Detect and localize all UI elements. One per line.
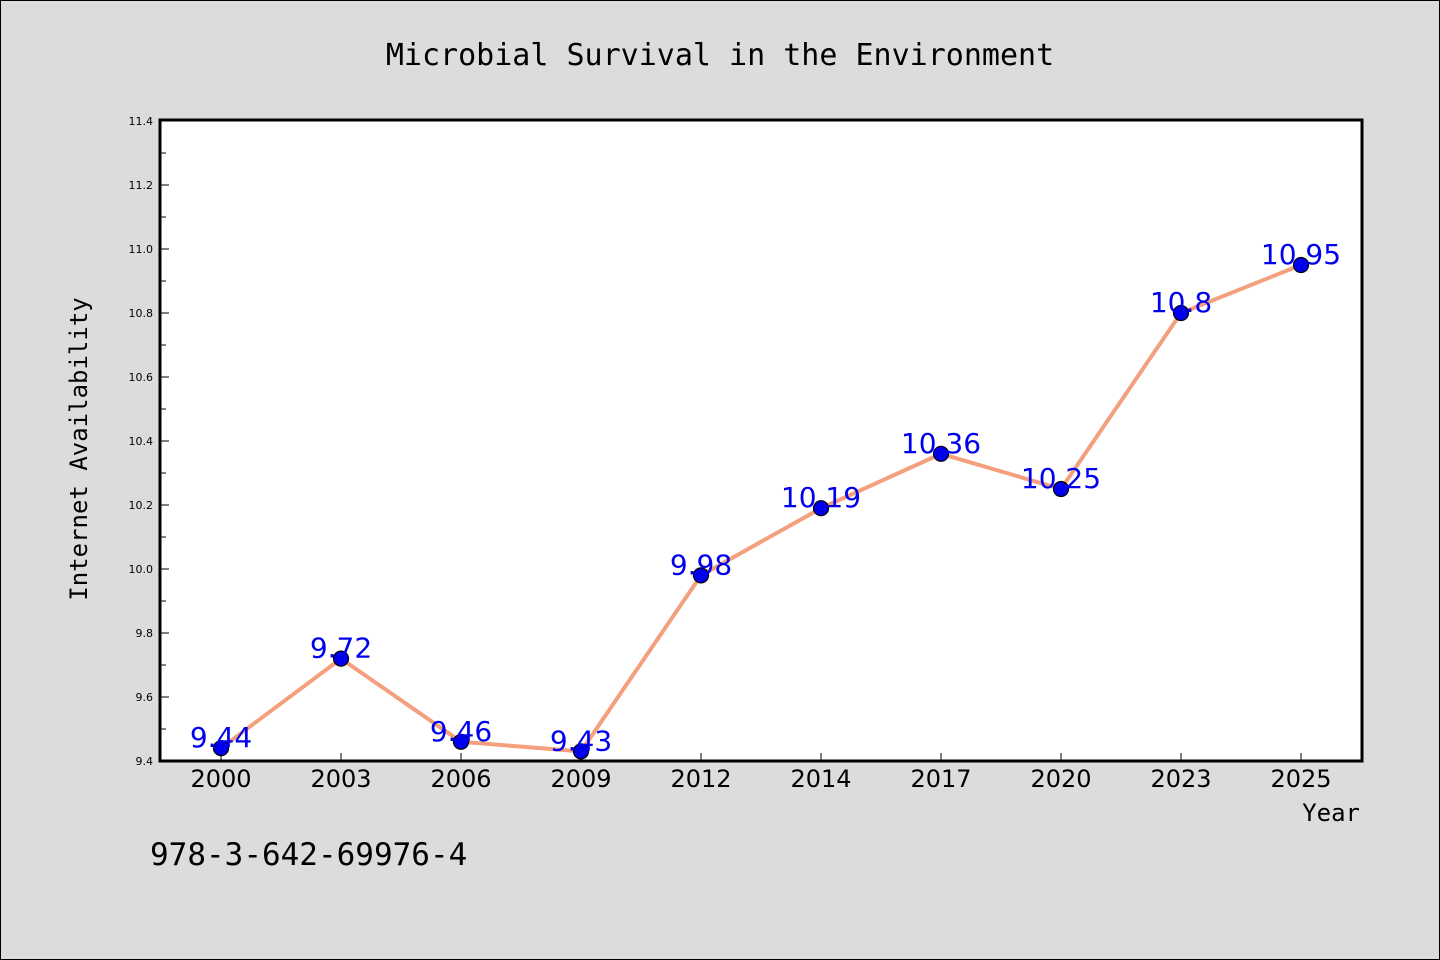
x-tick-label: 2017	[910, 765, 971, 793]
data-value-label: 10.95	[1261, 238, 1341, 271]
data-point-marker	[1172, 304, 1190, 322]
data-point-marker	[332, 650, 350, 667]
y-tick-label: 9.8	[136, 627, 154, 640]
x-tick-label: 2009	[550, 765, 611, 793]
y-tick-label: 10.2	[129, 499, 154, 512]
data-point-marker	[692, 567, 710, 584]
data-value-label: 10.19	[781, 481, 861, 514]
y-axis: 9.4 9.6 9.8 10.0 10.2 10.4 10.6 10.8 11.0 11.2 11.…	[129, 115, 169, 768]
data-value-label: 9.46	[430, 715, 492, 748]
chart-title: Microbial Survival in the Environment	[386, 38, 1054, 73]
data-value-label: 10.25	[1021, 462, 1101, 495]
y-tick-label: 9.6	[136, 691, 154, 704]
series-layer: 9.44 9.72 9.46 9.43 9.98 10.19 10.36 10.25 10.8 1…	[190, 238, 1341, 760]
x-axis: 2000 2003 2006 2009 2012 2014 2017 2020 2023 2025	[190, 753, 1332, 793]
data-point-marker	[212, 740, 230, 757]
plot-area	[158, 118, 1364, 763]
data-value-label: 9.98	[670, 548, 732, 581]
data-value-label: 9.44	[190, 721, 252, 754]
data-point-marker	[1052, 480, 1070, 498]
x-tick-label: 2006	[430, 765, 491, 793]
x-tick-label: 2003	[310, 765, 371, 793]
isbn-annotation: 978-3-642-69976-4	[150, 837, 467, 873]
y-tick-label: 10.0	[129, 563, 154, 576]
data-point-marker	[1292, 256, 1310, 274]
x-tick-label: 2020	[1030, 765, 1091, 793]
y-tick-label: 11.4	[129, 115, 154, 128]
x-tick-label: 2014	[790, 765, 851, 793]
data-value-label: 9.72	[310, 632, 372, 665]
data-point-marker	[932, 445, 950, 462]
y-tick-label: 9.4	[136, 755, 154, 768]
x-tick-label: 2012	[670, 765, 731, 793]
data-value-label: 10.36	[901, 427, 981, 460]
x-tick-label: 2023	[1150, 765, 1211, 793]
x-axis-label: Year	[1302, 799, 1360, 827]
data-value-label: 10.8	[1150, 286, 1212, 319]
y-tick-label: 11.2	[129, 179, 154, 192]
x-tick-label: 2000	[190, 765, 251, 793]
y-axis-label: Internet Availability	[65, 297, 93, 600]
data-point-marker	[572, 743, 590, 760]
y-tick-label: 10.8	[129, 307, 154, 320]
data-point-marker	[812, 500, 830, 517]
x-tick-label: 2025	[1270, 765, 1331, 793]
y-tick-label: 11.0	[129, 243, 154, 256]
y-tick-label: 10.4	[129, 435, 154, 448]
series-line	[219, 263, 1303, 754]
data-point-marker	[452, 733, 470, 750]
data-value-label: 9.43	[550, 724, 612, 757]
y-tick-label: 10.6	[129, 371, 154, 384]
